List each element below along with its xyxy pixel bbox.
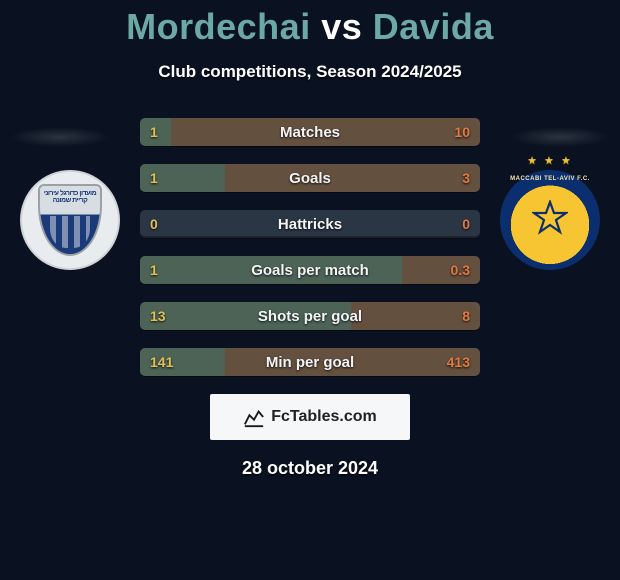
stat-value-left: 13 bbox=[140, 302, 176, 330]
stat-value-right: 8 bbox=[452, 302, 480, 330]
stat-label: Min per goal bbox=[140, 348, 480, 376]
stat-row: Shots per goal13 8 bbox=[140, 302, 480, 330]
player1-name: Mordechai bbox=[126, 6, 311, 47]
brand-chart-icon bbox=[243, 406, 265, 428]
stat-value-left: 1 bbox=[140, 256, 168, 284]
stat-label: Goals bbox=[140, 164, 480, 192]
stat-row: Goals per match1 0.3 bbox=[140, 256, 480, 284]
stat-value-right: 3 bbox=[452, 164, 480, 192]
stat-value-left: 1 bbox=[140, 164, 168, 192]
stat-label: Hattricks bbox=[140, 210, 480, 238]
stat-value-left: 1 bbox=[140, 118, 168, 146]
subtitle: Club competitions, Season 2024/2025 bbox=[0, 62, 620, 82]
crest-shadow-right bbox=[510, 127, 610, 147]
crest-shadow-left bbox=[10, 127, 110, 147]
stat-label: Matches bbox=[140, 118, 480, 146]
stat-label: Goals per match bbox=[140, 256, 480, 284]
crest-left-caption: מועדון כדורגל עירוני קריית שמונה bbox=[40, 190, 100, 204]
team-crest-right: ★ ★ ★ MACCABI TEL-AVIV F.C. bbox=[500, 170, 600, 270]
stat-value-right: 10 bbox=[444, 118, 480, 146]
stat-label: Shots per goal bbox=[140, 302, 480, 330]
stat-row: Min per goal141 413 bbox=[140, 348, 480, 376]
brand-text: FcTables.com bbox=[271, 408, 377, 426]
player2-name: Davida bbox=[373, 6, 494, 47]
stat-value-left: 0 bbox=[140, 210, 168, 238]
crest-right-arc: MACCABI TEL-AVIV F.C. bbox=[500, 176, 600, 182]
stat-value-right: 413 bbox=[437, 348, 480, 376]
stat-row: Hattricks0 0 bbox=[140, 210, 480, 238]
stat-value-right: 0.3 bbox=[441, 256, 480, 284]
vs-text: vs bbox=[321, 6, 362, 47]
stat-row: Matches1 10 bbox=[140, 118, 480, 146]
brand-box: FcTables.com bbox=[210, 394, 410, 440]
stat-bars: Matches110Goals13Hattricks00Goals per ma… bbox=[140, 118, 480, 376]
stat-value-right: 0 bbox=[452, 210, 480, 238]
team-crest-left: מועדון כדורגל עירוני קריית שמונה bbox=[20, 170, 120, 270]
date-text: 28 october 2024 bbox=[0, 458, 620, 479]
crest-right-stars: ★ ★ ★ bbox=[500, 154, 600, 167]
stat-row: Goals1 3 bbox=[140, 164, 480, 192]
comparison-title: Mordechai vs Davida bbox=[0, 6, 620, 48]
stat-value-left: 141 bbox=[140, 348, 183, 376]
